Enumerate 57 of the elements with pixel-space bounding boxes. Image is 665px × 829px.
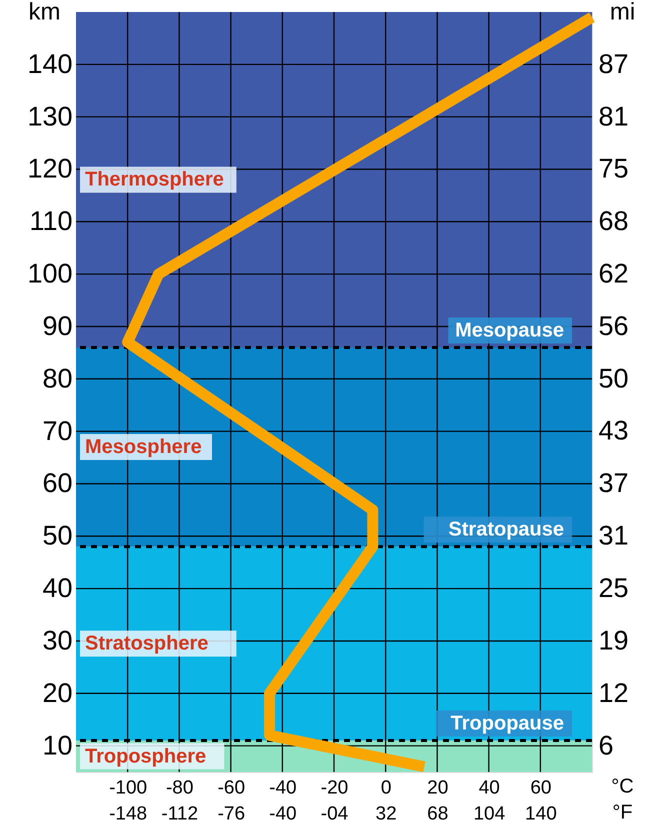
y-tick-label: 80 bbox=[42, 363, 72, 394]
y2-tick-label: 19 bbox=[598, 625, 629, 656]
y2-tick-label: 75 bbox=[598, 154, 629, 184]
x-tick-label: 0 bbox=[380, 778, 392, 798]
x2-tick-label: 68 bbox=[427, 804, 448, 824]
y2-tick-label: 37 bbox=[598, 468, 629, 498]
ref-line-label: Stratopause bbox=[448, 518, 564, 541]
x2-tick-label: -76 bbox=[218, 804, 246, 824]
y-tick-label: 60 bbox=[42, 468, 72, 498]
y2-tick-label: 25 bbox=[598, 573, 629, 604]
y-tick-label: 40 bbox=[42, 573, 72, 604]
band-label: Thermosphere bbox=[85, 168, 224, 191]
x2-tick-label: -148 bbox=[109, 804, 148, 824]
x-tick-label: -80 bbox=[166, 778, 194, 798]
y2-tick-label: 62 bbox=[598, 258, 629, 288]
y2-tick-label: 56 bbox=[598, 310, 629, 341]
y-tick-label: 50 bbox=[42, 520, 72, 551]
band-label: Troposphere bbox=[85, 745, 206, 768]
x2-tick-label: 140 bbox=[525, 804, 557, 824]
x-tick-label: 20 bbox=[427, 778, 448, 798]
y-tick-label: 10 bbox=[42, 730, 72, 760]
x-tick-label: 40 bbox=[478, 778, 500, 798]
y2-tick-label: 87 bbox=[598, 48, 629, 79]
ref-line-label: Mesopause bbox=[455, 319, 564, 342]
y-tick-label: 140 bbox=[27, 48, 72, 79]
y-tick-label: 100 bbox=[27, 258, 72, 289]
y-tick-label: 30 bbox=[42, 625, 72, 656]
band-label: Mesosphere bbox=[85, 436, 202, 458]
x-tick-label: -100 bbox=[109, 778, 148, 798]
y-tick-label: 120 bbox=[27, 154, 72, 184]
y-tick-label: 70 bbox=[42, 416, 72, 446]
x2-axis-title: °F bbox=[612, 802, 633, 824]
x-tick-label: -20 bbox=[320, 778, 348, 798]
y-tick-label: 130 bbox=[27, 101, 72, 132]
y-tick-label: 20 bbox=[42, 678, 72, 708]
y2-tick-label: 68 bbox=[598, 206, 629, 236]
y2-tick-label: 6 bbox=[598, 730, 614, 760]
y2-tick-label: 81 bbox=[598, 101, 629, 132]
x2-tick-label: -40 bbox=[269, 804, 297, 824]
y-axis-title: km bbox=[28, 0, 60, 26]
x-tick-label: -60 bbox=[218, 778, 246, 798]
x2-tick-label: 104 bbox=[473, 804, 506, 824]
y2-tick-label: 43 bbox=[598, 416, 629, 446]
y2-axis-title: mi bbox=[610, 0, 636, 26]
ref-line-label: Tropopause bbox=[450, 712, 564, 735]
y2-tick-label: 12 bbox=[598, 678, 629, 708]
x2-tick-label: -04 bbox=[320, 804, 349, 824]
x-tick-label: -40 bbox=[269, 778, 297, 798]
x2-tick-label: -112 bbox=[161, 804, 198, 824]
band-label: Stratosphere bbox=[85, 632, 208, 655]
x-tick-label: 60 bbox=[530, 778, 552, 798]
y2-tick-label: 31 bbox=[598, 520, 629, 551]
y-tick-label: 110 bbox=[29, 206, 72, 236]
y-tick-label: 90 bbox=[42, 310, 72, 341]
x-axis-title: °C bbox=[611, 776, 634, 798]
x2-tick-label: 32 bbox=[376, 804, 397, 824]
y2-tick-label: 50 bbox=[598, 363, 629, 394]
